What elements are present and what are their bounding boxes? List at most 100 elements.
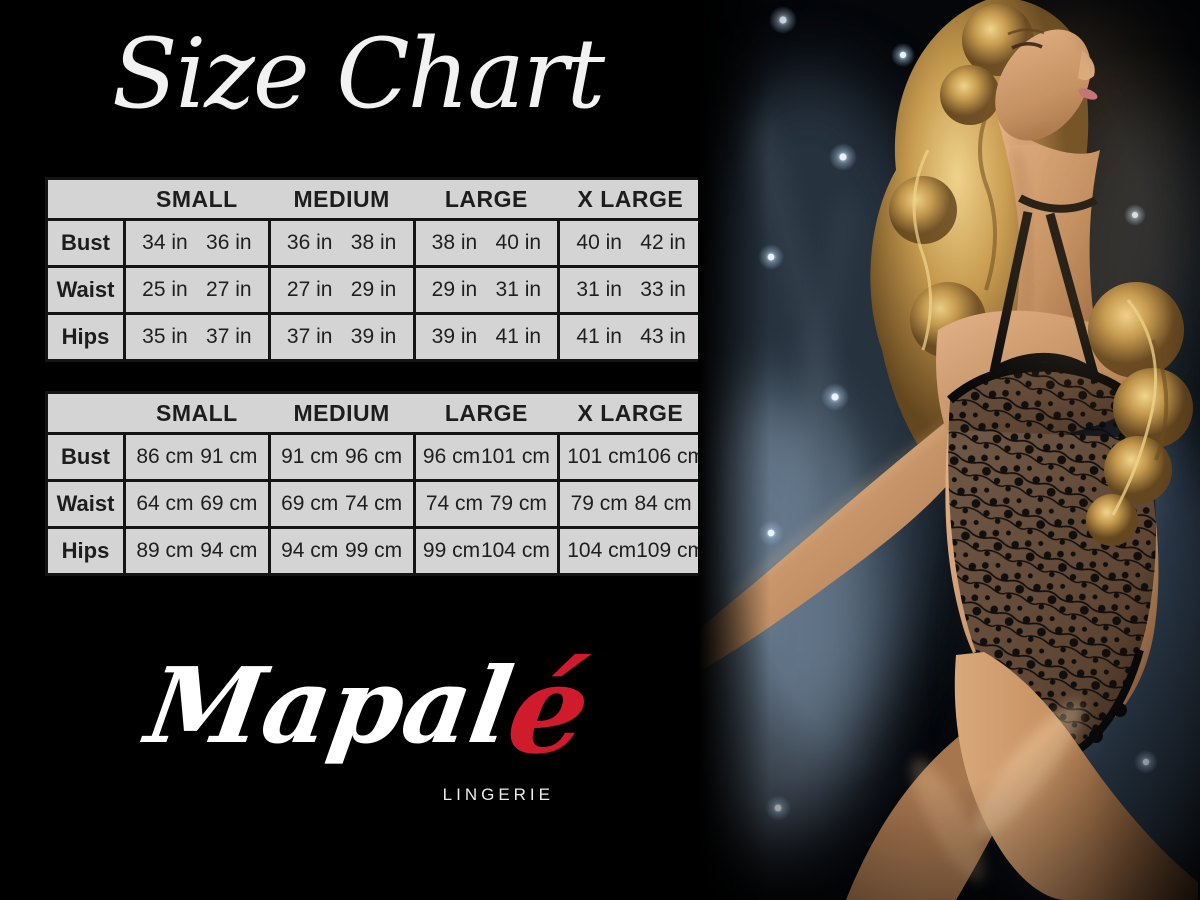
measurement-cell: 41 in 43 in <box>557 312 705 362</box>
measurement-value: 69 cm <box>281 492 339 515</box>
measurement-value: 104 cm <box>480 539 550 562</box>
measurement-value: 89 cm <box>136 539 194 562</box>
measurement-value: 39 in <box>431 325 478 348</box>
measurement-cell: 86 cm 91 cm <box>123 432 271 482</box>
measurement-value: 69 cm <box>200 492 258 515</box>
measurement-label: Bust <box>45 218 126 268</box>
table-row: Hips 35 in 37 in 37 in 39 in 39 in 41 in 41 in 4… <box>45 312 705 362</box>
page-title: Size Chart <box>111 18 605 130</box>
size-column-header: LARGE <box>414 178 559 221</box>
table-corner-cell <box>46 392 125 435</box>
measurement-cell: 89 cm 94 cm <box>123 526 271 576</box>
photo-left-fade <box>698 0 770 900</box>
measurement-value: 74 cm <box>425 492 484 515</box>
measurement-value: 33 in <box>640 278 686 301</box>
measurement-value: 40 in <box>576 231 622 254</box>
table-row: Hips 89 cm 94 cm 94 cm 99 cm 99 cm 104 cm 104 c… <box>45 526 705 576</box>
measurement-cell: 39 in 41 in <box>412 312 561 362</box>
size-table-inches: SMALL MEDIUM LARGE X LARGE Bust 34 in 36 in 36 … <box>45 177 705 362</box>
model-photo <box>698 0 1200 900</box>
size-column-header: MEDIUM <box>269 392 414 435</box>
photo-vignette <box>698 0 1200 900</box>
measurement-value: 94 cm <box>200 539 258 562</box>
measurement-value: 36 in <box>286 231 333 254</box>
measurement-value: 74 cm <box>344 492 403 515</box>
measurement-label: Hips <box>45 526 126 576</box>
size-column-header: X LARGE <box>558 392 704 435</box>
measurement-value: 25 in <box>142 278 188 301</box>
measurement-value: 38 in <box>431 231 478 254</box>
measurement-value: 37 in <box>286 325 333 348</box>
measurement-value: 39 in <box>350 325 397 348</box>
measurement-value: 31 in <box>576 278 622 301</box>
measurement-value: 106 cm <box>636 445 705 468</box>
measurement-value: 91 cm <box>200 445 258 468</box>
model-photo-illustration <box>698 0 1200 900</box>
table-row: Waist 25 in 27 in 27 in 29 in 29 in 31 in 31 in… <box>45 265 705 315</box>
measurement-cell: 29 in 31 in <box>412 265 561 315</box>
measurement-value: 64 cm <box>136 492 194 515</box>
table-row: Bust 34 in 36 in 36 in 38 in 38 in 40 in 40 in 4… <box>45 218 705 268</box>
table-row: Waist 64 cm 69 cm 69 cm 74 cm 74 cm 79 cm 79 cm… <box>45 479 705 529</box>
brand-logo: Mapalé LINGERIE <box>139 637 600 818</box>
measurement-value: 31 in <box>495 278 542 301</box>
measurement-value: 104 cm <box>567 539 637 562</box>
table-row: Bust 86 cm 91 cm 91 cm 96 cm 96 cm 101 cm 101 c… <box>45 432 705 482</box>
table-corner-cell <box>46 178 125 221</box>
measurement-value: 38 in <box>350 231 397 254</box>
measurement-value: 86 cm <box>136 445 194 468</box>
brand-tagline: LINGERIE <box>442 785 554 804</box>
measurement-label: Waist <box>45 479 126 529</box>
measurement-value: 96 cm <box>344 445 403 468</box>
measurement-value: 109 cm <box>636 539 705 562</box>
measurement-value: 29 in <box>350 278 397 301</box>
measurement-value: 42 in <box>640 231 686 254</box>
measurement-cell: 96 cm 101 cm <box>412 432 561 482</box>
measurement-cell: 31 in 33 in <box>557 265 705 315</box>
measurement-label: Hips <box>45 312 126 362</box>
brand-name: Mapalé <box>138 637 600 781</box>
measurement-value: 99 cm <box>344 539 403 562</box>
measurement-cell: 36 in 38 in <box>267 218 416 268</box>
measurement-cell: 99 cm 104 cm <box>412 526 561 576</box>
measurement-cell: 79 cm 84 cm <box>557 479 705 529</box>
measurement-value: 91 cm <box>281 445 339 468</box>
measurement-value: 101 cm <box>567 445 637 468</box>
measurement-cell: 64 cm 69 cm <box>123 479 271 529</box>
measurement-value: 27 in <box>206 278 252 301</box>
measurement-cell: 69 cm 74 cm <box>267 479 416 529</box>
measurement-value: 27 in <box>286 278 333 301</box>
measurement-cell: 38 in 40 in <box>412 218 561 268</box>
size-column-header: LARGE <box>414 392 559 435</box>
measurement-value: 37 in <box>206 325 252 348</box>
measurement-cell: 40 in 42 in <box>557 218 705 268</box>
size-table-centimeters: SMALL MEDIUM LARGE X LARGE Bust 86 cm 91 cm 91 … <box>45 391 705 576</box>
measurement-value: 41 in <box>495 325 542 348</box>
measurement-value: 79 cm <box>570 492 628 515</box>
measurement-cell: 27 in 29 in <box>267 265 416 315</box>
size-table: SMALL MEDIUM LARGE X LARGE Bust 34 in 36 in 36 … <box>45 177 705 362</box>
measurement-label: Waist <box>45 265 126 315</box>
measurement-cell: 94 cm 99 cm <box>267 526 416 576</box>
measurement-cell: 74 cm 79 cm <box>412 479 561 529</box>
measurement-value: 35 in <box>142 325 188 348</box>
measurement-cell: 101 cm 106 cm <box>557 432 705 482</box>
measurement-value: 41 in <box>576 325 622 348</box>
measurement-value: 34 in <box>142 231 188 254</box>
measurement-cell: 25 in 27 in <box>123 265 271 315</box>
measurement-value: 99 cm <box>422 539 481 562</box>
measurement-label: Bust <box>45 432 126 482</box>
measurement-value: 43 in <box>640 325 686 348</box>
size-column-header: X LARGE <box>558 178 704 221</box>
size-table: SMALL MEDIUM LARGE X LARGE Bust 86 cm 91 cm 91 … <box>45 391 705 576</box>
measurement-cell: 37 in 39 in <box>267 312 416 362</box>
measurement-cell: 91 cm 96 cm <box>267 432 416 482</box>
measurement-value: 96 cm <box>422 445 481 468</box>
measurement-value: 84 cm <box>634 492 692 515</box>
measurement-value: 36 in <box>206 231 252 254</box>
measurement-cell: 34 in 36 in <box>123 218 271 268</box>
measurement-value: 94 cm <box>281 539 339 562</box>
size-column-header: SMALL <box>124 392 270 435</box>
brand-name-main: Mapal <box>138 644 521 767</box>
